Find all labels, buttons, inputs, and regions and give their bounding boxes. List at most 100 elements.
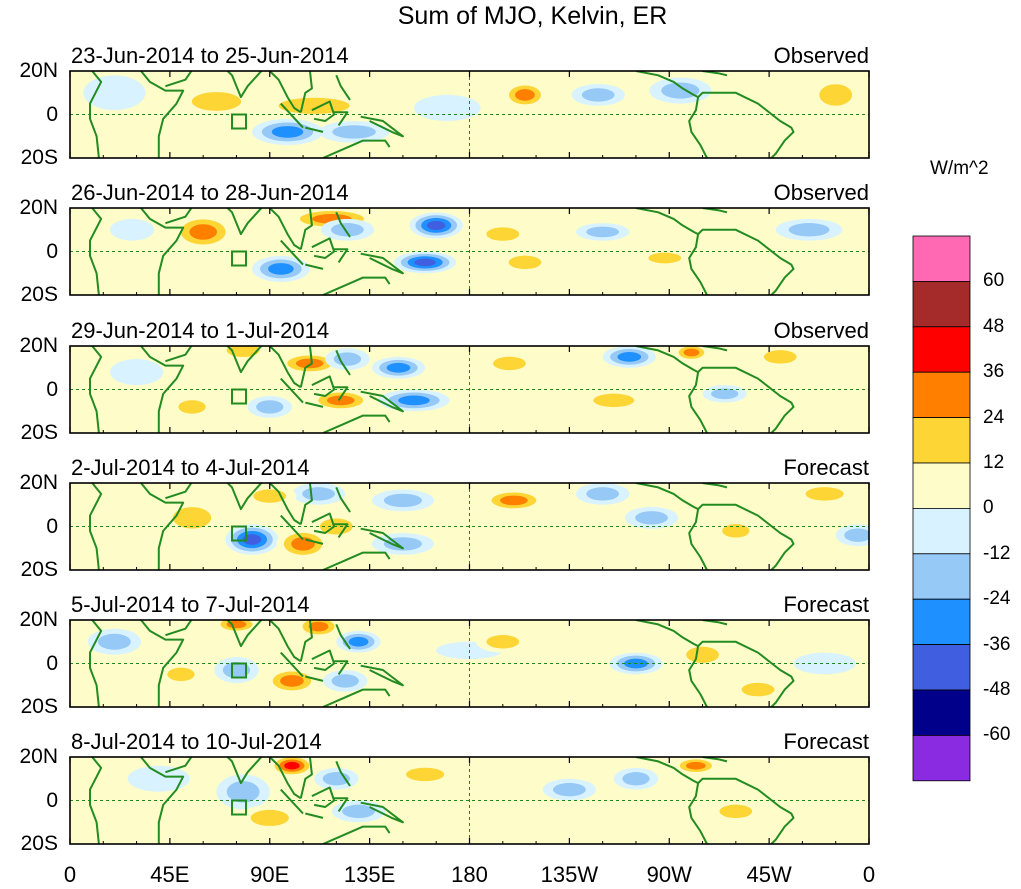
colorbar-tick-label: -24 [983,588,1011,610]
colorbar-tick-label: -48 [983,679,1011,700]
coastline [334,386,349,401]
coastline [360,252,404,275]
panel-date-range: 23-Jun-2014 to 25-Jun-2014 [71,43,349,68]
coastline [335,624,351,650]
coastline [280,788,304,815]
colorbar-tick-label: 0 [983,497,994,519]
anomaly-contour [500,495,528,506]
coastline [688,233,708,295]
anomaly-contour [284,761,300,770]
coastline [305,401,324,408]
coastline [305,538,324,545]
colorbar-tick-label: 24 [983,406,1005,428]
anomaly-contour [271,126,304,138]
coastline [360,115,404,138]
coastline [334,660,349,675]
lon-label: 0 [63,862,77,887]
coastline [140,757,185,844]
anomaly-contour [711,388,739,400]
anomaly-contour [295,358,324,369]
anomaly-contour [189,224,217,240]
coastline [635,757,699,784]
coastline [89,208,103,295]
coastline [635,208,699,235]
coastline [305,263,324,270]
coastline [305,812,324,819]
anomaly-contour [617,352,642,362]
coastline [280,239,304,266]
lon-label: 0 [862,862,876,887]
lon-label: 135W [540,862,599,887]
panel-date-range: 26-Jun-2014 to 28-Jun-2014 [71,180,349,205]
lat-label: 0 [46,102,58,126]
lat-label: 0 [46,239,58,263]
coastline [334,797,349,812]
anomaly-contour [302,487,335,501]
anomaly-contour [648,252,682,264]
anomaly-contour [405,767,445,782]
anomaly-contour [552,782,586,797]
panel-date-range: 5-Jul-2014 to 7-Jul-2014 [71,592,310,617]
coastline [89,620,103,707]
anomaly-contour [844,528,869,542]
anomaly-contour [593,393,635,408]
lat-label: 20S [20,421,58,444]
anomaly-contour [109,218,155,241]
coastline [688,96,708,158]
lon-label: 90E [250,862,290,887]
colorbar-tick-label: -36 [983,633,1011,655]
coastline [299,71,313,113]
lat-label: 0 [46,651,58,675]
coastline [322,688,391,707]
anomaly-contour [191,92,242,111]
coastline [226,620,302,663]
lat-label: 0 [46,788,58,812]
anomaly-contour [741,682,775,697]
anomaly-contour [493,356,526,371]
anomaly-contour [661,82,700,99]
lon-label: 180 [451,862,488,887]
anomaly-contour [719,804,753,819]
coastline [360,664,404,687]
anomaly-contour [127,765,190,792]
coastline [697,91,795,158]
anomaly-contour [486,635,520,649]
coastline [89,346,103,433]
anomaly-contour [226,781,260,803]
colorbar-swatch [912,417,971,464]
anomaly-contour [172,507,212,529]
coastline [226,208,302,251]
anomaly-contour [109,359,164,386]
map-panel [69,70,870,159]
coastline [280,514,304,541]
colorbar-swatch [912,507,971,555]
coastline [140,620,185,707]
anomaly-contour [326,395,355,406]
anomaly-contour [348,636,369,647]
lat-label: 20S [20,832,58,855]
map-panel [69,345,870,434]
coastline [140,483,185,570]
lon-label: 135E [343,862,396,887]
coastline [335,487,351,513]
coastline [226,71,302,114]
anomaly-contour [226,620,247,629]
colorbar-swatch [912,644,971,691]
anomaly-contour [414,258,436,267]
coastline [305,126,324,133]
anomaly-contour [486,227,520,241]
coastline [697,777,795,844]
coastline [165,346,193,363]
coastline [688,782,708,844]
coastline [335,761,351,787]
colorbar-swatch [912,462,971,509]
panel-date-range: 29-Jun-2014 to 1-Jul-2014 [71,318,330,343]
anomaly-contour [426,220,446,230]
anomaly-contour [97,633,131,650]
anomaly-contour [508,255,542,270]
coastline [360,390,404,413]
anomaly-contour [797,258,852,280]
colorbar-tick-label: 36 [983,361,1005,383]
anomaly-contour [398,395,430,406]
